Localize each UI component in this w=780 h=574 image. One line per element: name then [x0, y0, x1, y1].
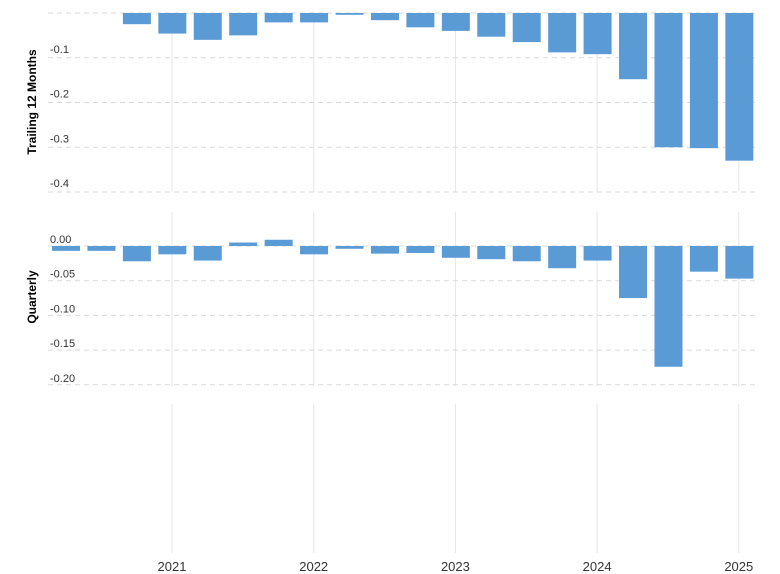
bar — [335, 13, 364, 15]
bar — [548, 246, 577, 269]
x-tick-label: 2023 — [441, 559, 470, 574]
bar — [583, 13, 612, 55]
bar — [725, 13, 754, 161]
quarterly-panel: 0.00 -0.05 -0.10 -0.15 -0.20 — [48, 234, 755, 386]
bar — [52, 246, 80, 251]
y-tick-label: -0.05 — [50, 269, 75, 281]
bar — [619, 246, 648, 299]
bar — [689, 246, 718, 272]
bar — [619, 13, 648, 80]
bar — [477, 246, 506, 260]
bar — [406, 246, 435, 253]
bar — [512, 13, 541, 43]
y-tick-label: 0.00 — [50, 234, 71, 246]
bar — [87, 246, 116, 251]
bar — [335, 246, 364, 249]
bar — [370, 246, 399, 254]
bar — [193, 246, 222, 261]
vertical-gridlines — [171, 12, 740, 553]
bar — [583, 246, 612, 261]
x-tick-label: 2024 — [583, 559, 612, 574]
bar — [158, 246, 187, 255]
bar — [477, 13, 506, 37]
bar — [264, 13, 293, 23]
bar — [654, 246, 683, 367]
bar — [229, 13, 258, 36]
bar — [122, 246, 151, 262]
bar — [512, 246, 541, 262]
quarterly-axis-label: Quarterly — [25, 270, 39, 324]
bar — [406, 13, 435, 28]
bar — [654, 13, 683, 148]
x-tick-label: 2025 — [724, 559, 753, 574]
bar — [193, 13, 222, 40]
y-tick-label: -0.2 — [50, 89, 69, 101]
bar — [441, 246, 470, 258]
x-axis: 2021 2022 2023 2024 2025 — [158, 559, 754, 574]
y-tick-label: -0.4 — [50, 178, 69, 190]
bar — [689, 13, 718, 149]
bar — [370, 13, 399, 21]
bar — [122, 13, 151, 25]
y-tick-label: -0.3 — [50, 133, 69, 145]
bar — [300, 13, 329, 23]
ttm-panel: -0.1 -0.2 -0.3 -0.4 — [48, 12, 755, 193]
y-tick-label: -0.10 — [50, 303, 75, 315]
bar — [300, 246, 329, 255]
bar — [264, 239, 293, 246]
bar — [229, 242, 258, 246]
x-tick-label: 2021 — [158, 559, 187, 574]
x-tick-label: 2022 — [299, 559, 328, 574]
bar — [441, 13, 470, 31]
ttm-axis-label: Trailing 12 Months — [25, 49, 39, 155]
bar — [158, 13, 187, 34]
y-tick-label: -0.15 — [50, 338, 75, 350]
bar — [548, 13, 577, 53]
y-tick-label: -0.20 — [50, 373, 75, 385]
y-tick-label: -0.1 — [50, 44, 69, 56]
bar — [725, 246, 754, 279]
